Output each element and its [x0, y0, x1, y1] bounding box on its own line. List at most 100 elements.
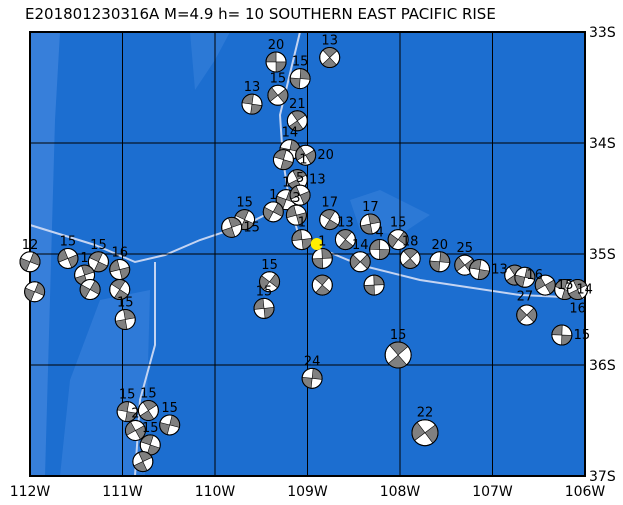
- focal-mechanism-beachball[interactable]: [516, 304, 538, 326]
- focal-mechanism-beachball[interactable]: [24, 281, 46, 303]
- focal-mechanism-beachball[interactable]: [109, 279, 131, 301]
- depth-label: 25: [456, 241, 473, 256]
- focal-mechanism-beachball[interactable]: [57, 247, 79, 269]
- x-tick-label: 111W: [102, 484, 143, 500]
- focal-mechanism-beachball[interactable]: [132, 451, 154, 473]
- x-tick-label: 108W: [380, 484, 421, 500]
- focal-mechanism-beachball[interactable]: [221, 216, 243, 238]
- depth-label: 12: [22, 238, 39, 253]
- focal-mechanism-beachball[interactable]: [534, 274, 556, 296]
- depth-label: 15: [60, 234, 77, 249]
- depth-label: 16: [526, 268, 543, 283]
- y-tick-label: 35S: [589, 247, 616, 263]
- focal-mechanism-beachball[interactable]: [295, 144, 317, 166]
- focal-mechanism-beachball[interactable]: [241, 93, 263, 115]
- depth-label: 22: [417, 406, 434, 421]
- focal-mechanism-beachball[interactable]: [399, 247, 421, 269]
- depth-label: 13: [321, 34, 338, 49]
- focal-mechanism-beachball[interactable]: [87, 251, 109, 273]
- focal-mechanism-beachball[interactable]: [349, 251, 371, 273]
- epicenter-marker[interactable]: [310, 238, 323, 251]
- focal-mechanism-beachball[interactable]: [469, 259, 491, 281]
- depth-label: 15: [119, 388, 136, 403]
- x-tick-label: 110W: [195, 484, 236, 500]
- focal-mechanism-beachball[interactable]: [124, 419, 146, 441]
- depth-label: 13: [491, 263, 508, 278]
- focal-mechanism-beachball[interactable]: [291, 229, 313, 251]
- focal-mechanism-beachball[interactable]: [262, 201, 284, 223]
- depth-label: 16: [111, 246, 128, 261]
- focal-mechanism-beachball[interactable]: [311, 274, 333, 296]
- focal-mechanism-beachball[interactable]: [387, 229, 409, 251]
- focal-mechanism-beachball[interactable]: [319, 47, 341, 69]
- depth-label: 15: [142, 421, 159, 436]
- focal-mechanism-beachball[interactable]: [137, 400, 159, 422]
- depth-label: 13: [309, 173, 326, 188]
- depth-label: 13: [337, 216, 354, 231]
- focal-mechanism-beachball[interactable]: [285, 204, 307, 226]
- focal-mechanism-beachball[interactable]: [139, 434, 161, 456]
- depth-label: 15: [243, 220, 260, 235]
- depth-label: 1: [269, 188, 277, 203]
- focal-mechanism-beachball[interactable]: [411, 419, 439, 447]
- focal-mechanism-beachball[interactable]: [289, 68, 311, 90]
- focal-mechanism-beachball[interactable]: [334, 229, 356, 251]
- focal-mechanism-beachball[interactable]: [114, 308, 136, 330]
- depth-label: 2: [131, 406, 139, 421]
- focal-mechanism-beachball[interactable]: [359, 213, 381, 235]
- depth-label: 20: [268, 38, 285, 53]
- depth-label: 17: [362, 200, 379, 215]
- x-tick-label: 112W: [10, 484, 51, 500]
- focal-mechanism-beachball[interactable]: [384, 341, 412, 369]
- x-tick-label: 106W: [565, 484, 606, 500]
- depth-label: 1: [318, 234, 326, 249]
- focal-mechanism-beachball[interactable]: [116, 401, 138, 423]
- depth-label: 15: [256, 284, 273, 299]
- focal-mechanism-beachball[interactable]: [369, 239, 391, 261]
- depth-label: 21: [289, 97, 306, 112]
- focal-mechanism-beachball[interactable]: [159, 414, 181, 436]
- depth-label: 1: [80, 251, 88, 266]
- focal-mechanism-beachball[interactable]: [253, 297, 275, 319]
- depth-label: 20: [432, 238, 449, 253]
- focal-mechanism-beachball[interactable]: [286, 110, 308, 132]
- focal-mechanisms: [19, 47, 589, 473]
- depth-label: 15: [574, 328, 591, 343]
- depth-label: 15: [161, 401, 178, 416]
- focal-mechanism-beachball[interactable]: [267, 84, 289, 106]
- focal-mechanism-beachball[interactable]: [567, 279, 589, 301]
- depth-label: 1: [282, 176, 290, 191]
- focal-mechanism-beachball[interactable]: [259, 271, 281, 293]
- depth-label: 24: [304, 354, 321, 369]
- y-tick-label: 33S: [589, 25, 616, 41]
- focal-mechanism-beachball[interactable]: [265, 51, 287, 73]
- depth-label: 15: [390, 328, 407, 343]
- y-tick-label: 34S: [589, 136, 616, 152]
- depth-label: 18: [402, 234, 419, 249]
- focal-mechanism-beachball[interactable]: [311, 247, 333, 269]
- x-tick-label: 107W: [472, 484, 513, 500]
- focal-mechanism-beachball[interactable]: [514, 266, 536, 288]
- focal-mechanism-beachball[interactable]: [301, 367, 323, 389]
- depth-label: 1: [298, 216, 306, 231]
- depth-label: 13: [244, 80, 261, 95]
- focal-mechanism-beachball[interactable]: [363, 274, 385, 296]
- depth-label: 16: [569, 302, 586, 317]
- depth-label: 4: [376, 226, 384, 241]
- depth-label: 3: [292, 191, 300, 206]
- depth-label: 15: [261, 258, 278, 273]
- focal-mechanism-beachball[interactable]: [289, 184, 311, 206]
- focal-mechanism-beachball[interactable]: [319, 209, 341, 231]
- depth-label: 14: [576, 283, 593, 298]
- depth-label: 15: [270, 71, 287, 86]
- focal-mechanism-beachball[interactable]: [79, 279, 101, 301]
- x-tick-label: 109W: [287, 484, 328, 500]
- focal-mechanism-beachball[interactable]: [19, 251, 41, 273]
- depth-label: 15: [292, 55, 309, 70]
- depth-label: 15: [390, 216, 407, 231]
- focal-mechanism-beachball[interactable]: [272, 149, 294, 171]
- focal-mechanism-beachball[interactable]: [109, 259, 131, 281]
- focal-mechanism-beachball[interactable]: [429, 251, 451, 273]
- focal-mechanism-beachball[interactable]: [551, 324, 573, 346]
